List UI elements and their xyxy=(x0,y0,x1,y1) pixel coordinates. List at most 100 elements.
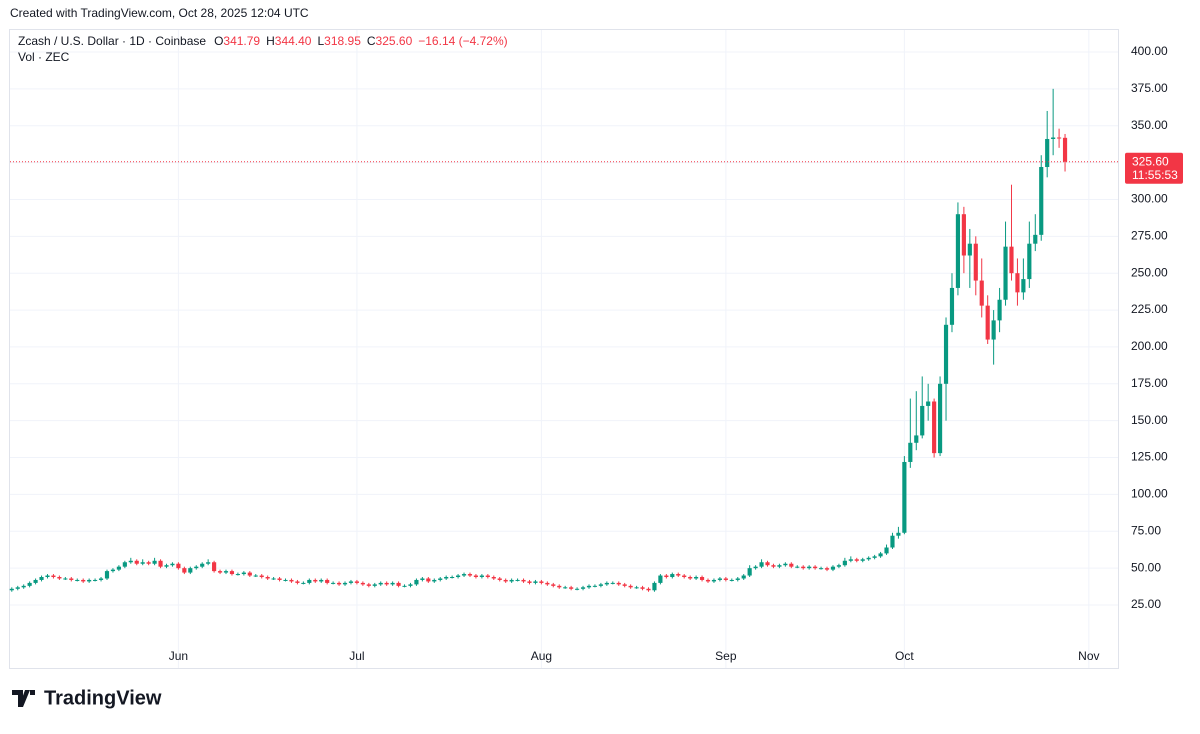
candle-body xyxy=(527,581,532,583)
candle-body xyxy=(104,571,110,579)
candle-body xyxy=(717,578,722,580)
candle-body xyxy=(336,582,342,585)
y-tick-label: 200.00 xyxy=(1131,339,1168,353)
y-tick-label: 250.00 xyxy=(1131,265,1168,279)
logo-icon xyxy=(12,690,35,707)
candle-body xyxy=(384,582,389,585)
candle-body xyxy=(777,565,782,567)
candle-body xyxy=(741,575,746,579)
y-tick-label: 75.00 xyxy=(1131,523,1161,537)
candle-body xyxy=(854,559,859,561)
candle-body xyxy=(723,578,728,580)
candle-body xyxy=(682,575,687,578)
x-tick-label: Nov xyxy=(1078,649,1099,663)
candle-body xyxy=(271,578,276,580)
candle-body xyxy=(194,566,199,569)
grid xyxy=(10,30,1118,668)
candle-body xyxy=(759,562,764,567)
candle-body xyxy=(557,585,562,588)
candle-body xyxy=(295,581,300,583)
y-tick-label: 350.00 xyxy=(1131,118,1168,132)
candle-body xyxy=(188,568,193,573)
candle-body xyxy=(348,581,354,583)
candle-body xyxy=(283,579,288,581)
candle-body xyxy=(872,556,877,558)
candle-body xyxy=(206,562,211,564)
candle-body xyxy=(926,401,931,406)
candle-body xyxy=(444,577,449,579)
candle-body xyxy=(652,582,657,591)
candle-body xyxy=(122,562,127,567)
candle-body xyxy=(521,579,526,582)
candle-body xyxy=(467,574,473,576)
candle-body xyxy=(807,566,812,569)
candle-body xyxy=(241,572,246,575)
y-tick-label: 175.00 xyxy=(1131,376,1168,390)
candle-body xyxy=(646,588,651,591)
candle-body xyxy=(515,579,520,581)
candle-body xyxy=(402,585,407,587)
plot-frame xyxy=(9,29,1119,669)
candle-body xyxy=(616,582,621,585)
candle-body xyxy=(664,575,669,578)
candle-body xyxy=(212,562,217,572)
candle-body xyxy=(134,560,139,564)
candle-body xyxy=(497,578,502,580)
candle-body xyxy=(575,588,580,590)
candle-body xyxy=(253,575,258,577)
y-tick-label: 400.00 xyxy=(1131,44,1168,58)
candle-body xyxy=(1057,137,1062,139)
candle-body xyxy=(438,578,443,580)
candle-body xyxy=(27,582,32,586)
legend-key: L xyxy=(317,34,324,48)
candle-body xyxy=(694,577,699,579)
candle-body xyxy=(182,568,187,573)
candle-body xyxy=(622,584,627,586)
candle-body xyxy=(110,569,116,572)
created-note: Created with TradingView.com, Oct 28, 20… xyxy=(10,6,309,20)
candle-body xyxy=(735,578,740,580)
candle-body xyxy=(51,575,56,578)
candle-body xyxy=(200,563,205,567)
candle-body xyxy=(313,579,318,582)
candle-body xyxy=(170,563,175,566)
y-tick-label: 150.00 xyxy=(1131,413,1168,427)
candle-body xyxy=(813,566,818,569)
legend-value: 341.79 xyxy=(223,34,260,48)
candle-body xyxy=(128,560,133,563)
candle-body xyxy=(830,566,836,570)
x-tick-label: Oct xyxy=(895,649,914,663)
candle-body xyxy=(455,575,461,578)
y-tick-label: 125.00 xyxy=(1131,450,1168,464)
candle-body xyxy=(331,582,336,584)
candle-body xyxy=(1027,243,1032,280)
candle-body xyxy=(426,578,431,582)
candle-body xyxy=(896,532,901,536)
volume-label: Vol · ZEC xyxy=(18,50,70,64)
candle-body xyxy=(1062,137,1068,162)
x-tick-label: Sep xyxy=(715,649,737,663)
candle-body xyxy=(491,577,496,579)
x-tick-label: Jun xyxy=(169,649,188,663)
candle-body xyxy=(98,578,104,580)
candle-body xyxy=(473,575,479,578)
candle-body xyxy=(420,578,425,580)
candle-body xyxy=(9,588,14,591)
y-tick-label: 100.00 xyxy=(1131,487,1168,501)
candle-body xyxy=(943,324,949,384)
candle-body xyxy=(937,383,943,454)
candle-body xyxy=(640,587,645,589)
candle-body xyxy=(920,405,925,436)
chart-title: Zcash / U.S. Dollar · 1D · Coinbase xyxy=(18,34,206,48)
candle-body xyxy=(479,575,484,578)
legend-key: C xyxy=(367,34,376,48)
last-price-label: 325.60 xyxy=(1132,154,1169,168)
candle-body xyxy=(973,243,978,281)
candle-body xyxy=(699,577,705,580)
candle-body xyxy=(229,571,235,575)
candle-body xyxy=(569,587,574,589)
candle-body xyxy=(223,571,229,573)
candle-body xyxy=(140,562,145,564)
